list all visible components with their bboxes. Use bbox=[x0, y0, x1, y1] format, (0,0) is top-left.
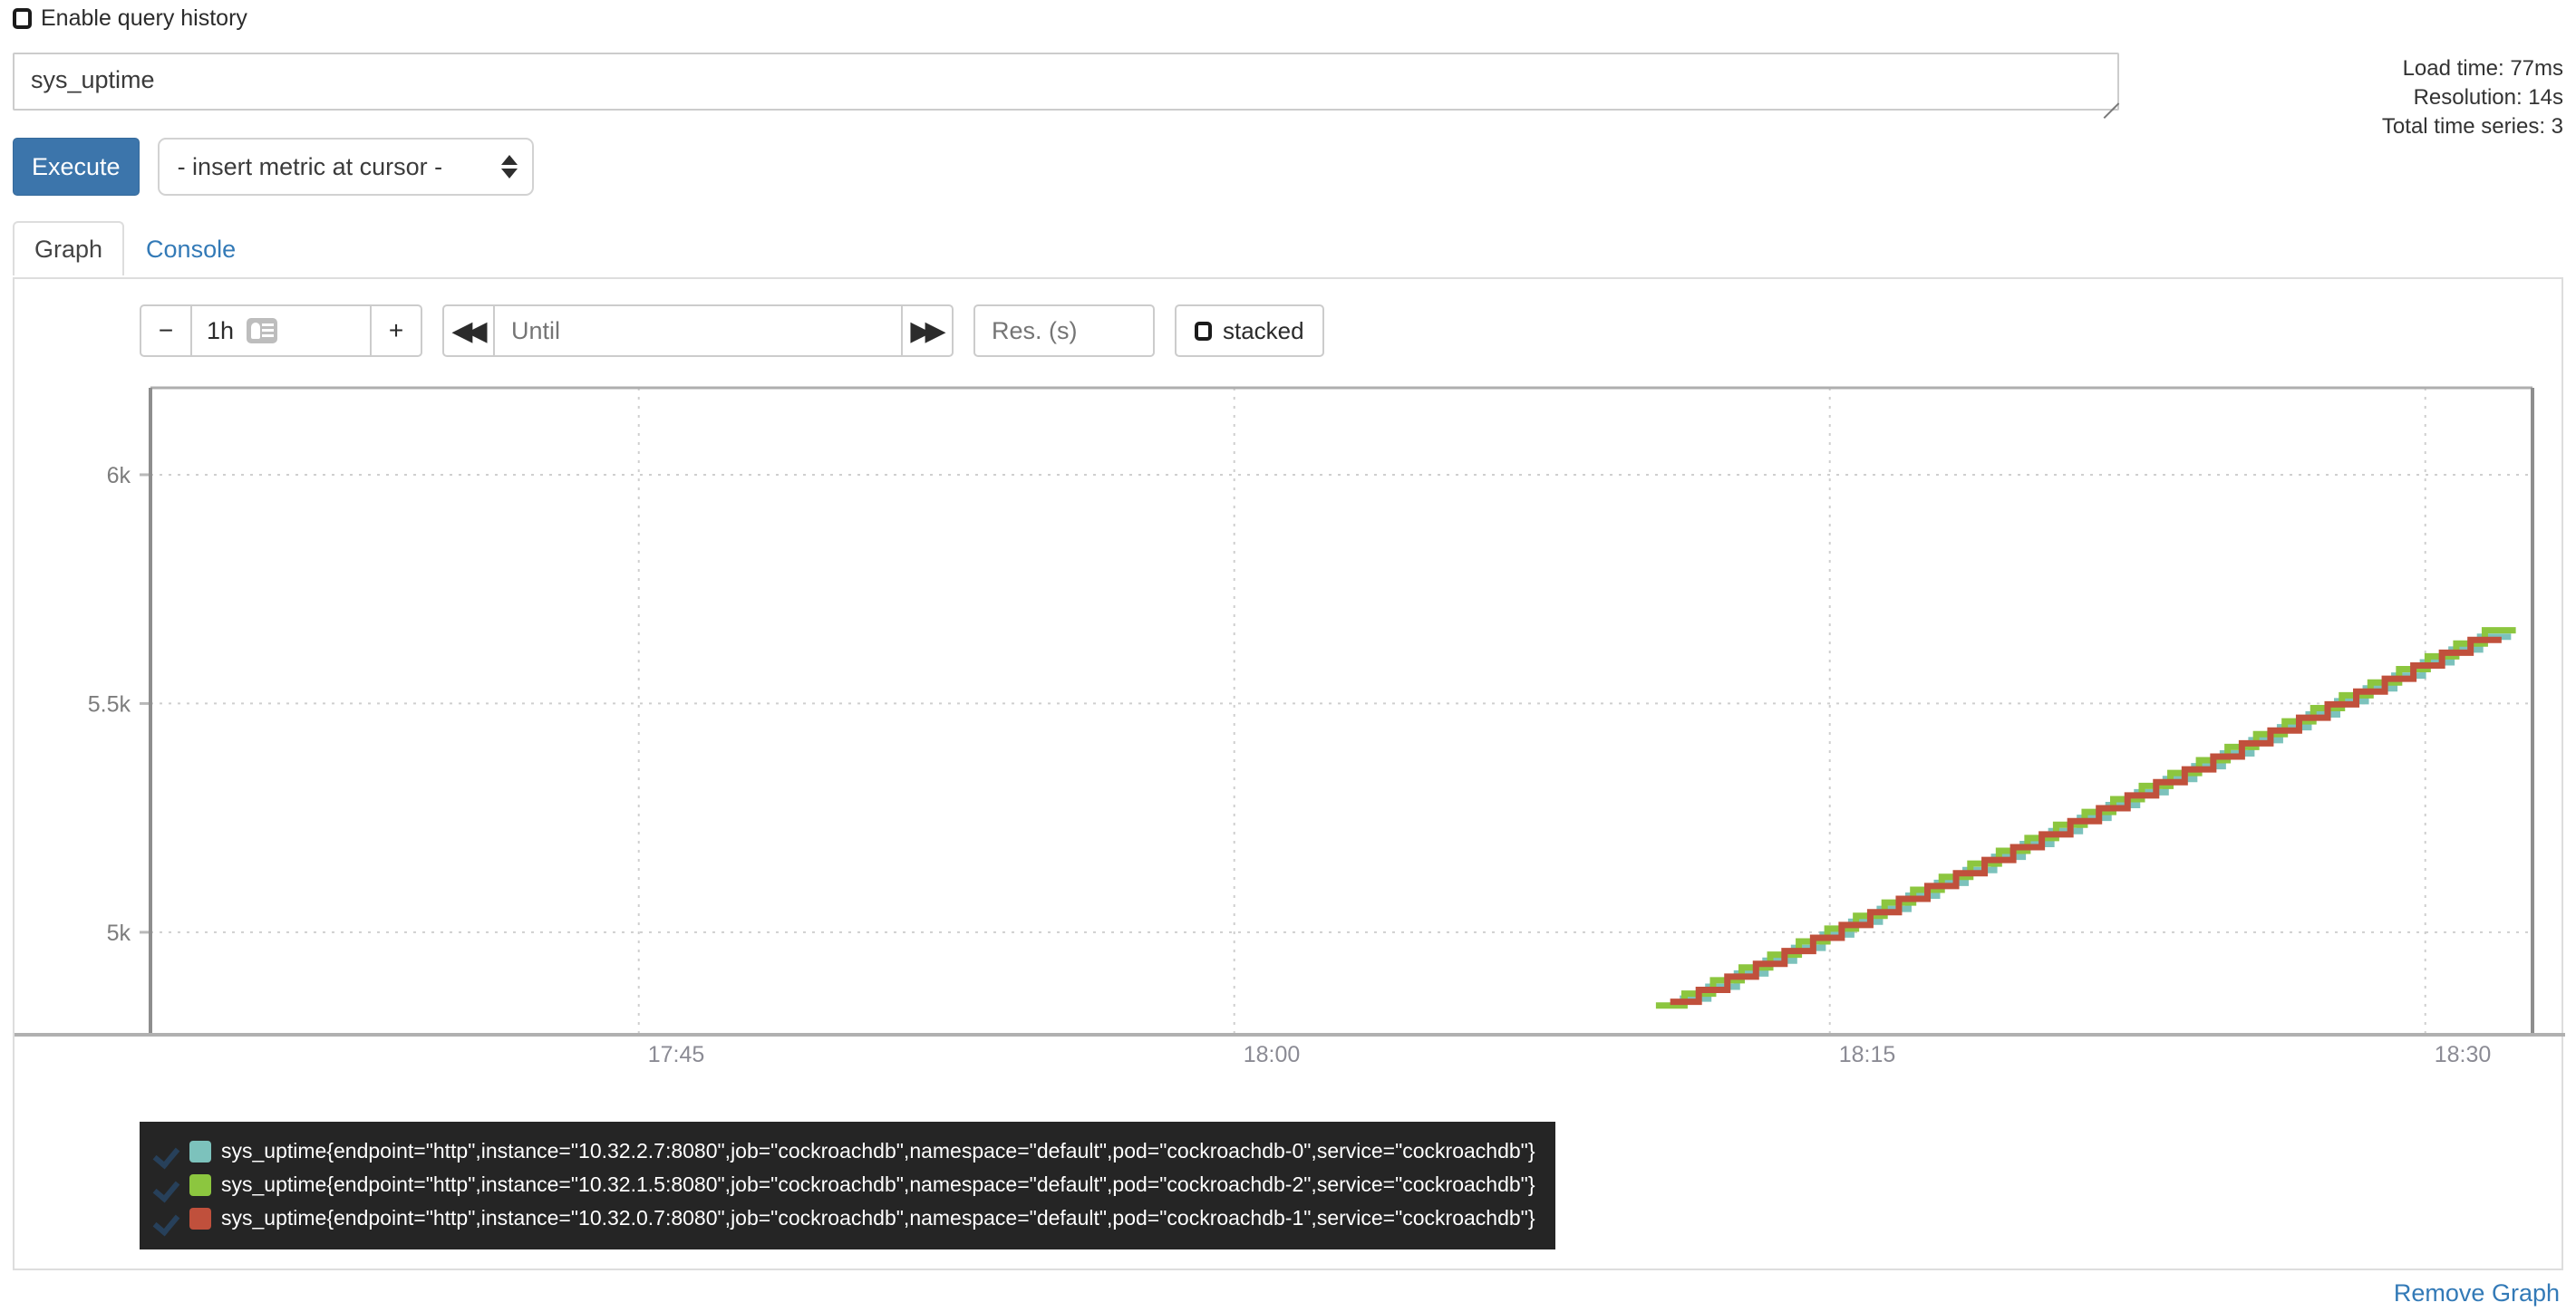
legend-color-swatch bbox=[189, 1173, 211, 1196]
insert-metric-select-value: - insert metric at cursor - bbox=[177, 152, 443, 180]
step-forward-button[interactable]: ▶▶ bbox=[901, 304, 954, 357]
y-axis-tick-label: 5k bbox=[107, 921, 131, 946]
range-list-icon[interactable] bbox=[247, 318, 278, 343]
remove-graph-link[interactable]: Remove Graph bbox=[2393, 1279, 2560, 1307]
enable-query-history-label: Enable query history bbox=[41, 5, 247, 31]
x-axis-tick-label: 18:00 bbox=[1244, 1042, 1301, 1067]
enable-query-history-checkbox[interactable] bbox=[13, 8, 32, 29]
enable-query-history-row[interactable]: Enable query history bbox=[13, 7, 247, 30]
legend-check-icon[interactable] bbox=[156, 1207, 179, 1230]
execute-row: Execute - insert metric at cursor - bbox=[13, 138, 534, 196]
legend-color-swatch bbox=[189, 1207, 211, 1230]
x-axis-tick-label: 18:30 bbox=[2435, 1042, 2492, 1067]
chart-area: 5k 5.5k 6k 17:45 18:00 18:15 18:30 bbox=[15, 381, 2565, 1124]
legend-item-label: sys_uptime{endpoint="http",instance="10.… bbox=[221, 1139, 1535, 1162]
panel-tabs: Graph Console bbox=[13, 221, 257, 275]
legend-item[interactable]: sys_uptime{endpoint="http",instance="10.… bbox=[156, 1201, 1535, 1235]
time-navigation-group: ◀◀ ▶▶ bbox=[442, 304, 954, 357]
step-backward-button[interactable]: ◀◀ bbox=[442, 304, 495, 357]
query-expression-wrap bbox=[13, 53, 2120, 120]
y-axis-tick-label: 6k bbox=[107, 463, 131, 488]
legend-item[interactable]: sys_uptime{endpoint="http",instance="10.… bbox=[156, 1168, 1535, 1201]
chart-legend: sys_uptime{endpoint="http",instance="10.… bbox=[140, 1122, 1555, 1249]
tab-graph[interactable]: Graph bbox=[13, 221, 125, 275]
uptime-line-chart[interactable]: 5k 5.5k 6k 17:45 18:00 18:15 18:30 bbox=[15, 381, 2565, 1124]
query-expression-input[interactable] bbox=[13, 53, 2119, 111]
load-time-text: Load time: 77ms bbox=[2402, 56, 2563, 81]
range-control-group: − 1h + bbox=[140, 304, 422, 357]
chart-series-line bbox=[1670, 636, 2502, 1006]
range-increase-button[interactable]: + bbox=[370, 304, 422, 357]
total-time-series-text: Total time series: 3 bbox=[2381, 113, 2563, 139]
legend-item-label: sys_uptime{endpoint="http",instance="10.… bbox=[221, 1172, 1535, 1196]
range-input-field[interactable]: 1h bbox=[190, 304, 372, 357]
stacked-checkbox[interactable] bbox=[1195, 321, 1212, 341]
until-input[interactable] bbox=[493, 304, 903, 357]
x-axis-tick-label: 18:15 bbox=[1839, 1042, 1896, 1067]
legend-check-icon[interactable] bbox=[156, 1140, 179, 1163]
graph-controls: − 1h + ◀◀ ▶▶ stacked bbox=[140, 304, 1324, 357]
resolution-input[interactable] bbox=[973, 304, 1155, 357]
range-decrease-button[interactable]: − bbox=[140, 304, 192, 357]
chevron-updown-icon bbox=[500, 155, 518, 178]
execute-button[interactable]: Execute bbox=[13, 138, 140, 196]
tab-console[interactable]: Console bbox=[146, 236, 237, 263]
query-stats: Load time: 77ms Resolution: 14s Total ti… bbox=[2382, 54, 2563, 141]
legend-check-icon[interactable] bbox=[156, 1173, 179, 1197]
range-input-value: 1h bbox=[207, 316, 235, 344]
legend-item[interactable]: sys_uptime{endpoint="http",instance="10.… bbox=[156, 1134, 1535, 1168]
stacked-label: stacked bbox=[1223, 316, 1304, 344]
insert-metric-select[interactable]: - insert metric at cursor - bbox=[157, 138, 534, 196]
y-axis-tick-label: 5.5k bbox=[88, 691, 131, 717]
legend-color-swatch bbox=[189, 1140, 211, 1162]
resolution-text: Resolution: 14s bbox=[2413, 84, 2563, 110]
legend-item-label: sys_uptime{endpoint="http",instance="10.… bbox=[221, 1206, 1535, 1230]
stacked-toggle[interactable]: stacked bbox=[1175, 304, 1324, 357]
graph-panel: − 1h + ◀◀ ▶▶ stacked 5k 5.5k 6k 17:45 18:00 1… bbox=[13, 277, 2565, 1270]
x-axis-tick-label: 17:45 bbox=[648, 1042, 705, 1067]
